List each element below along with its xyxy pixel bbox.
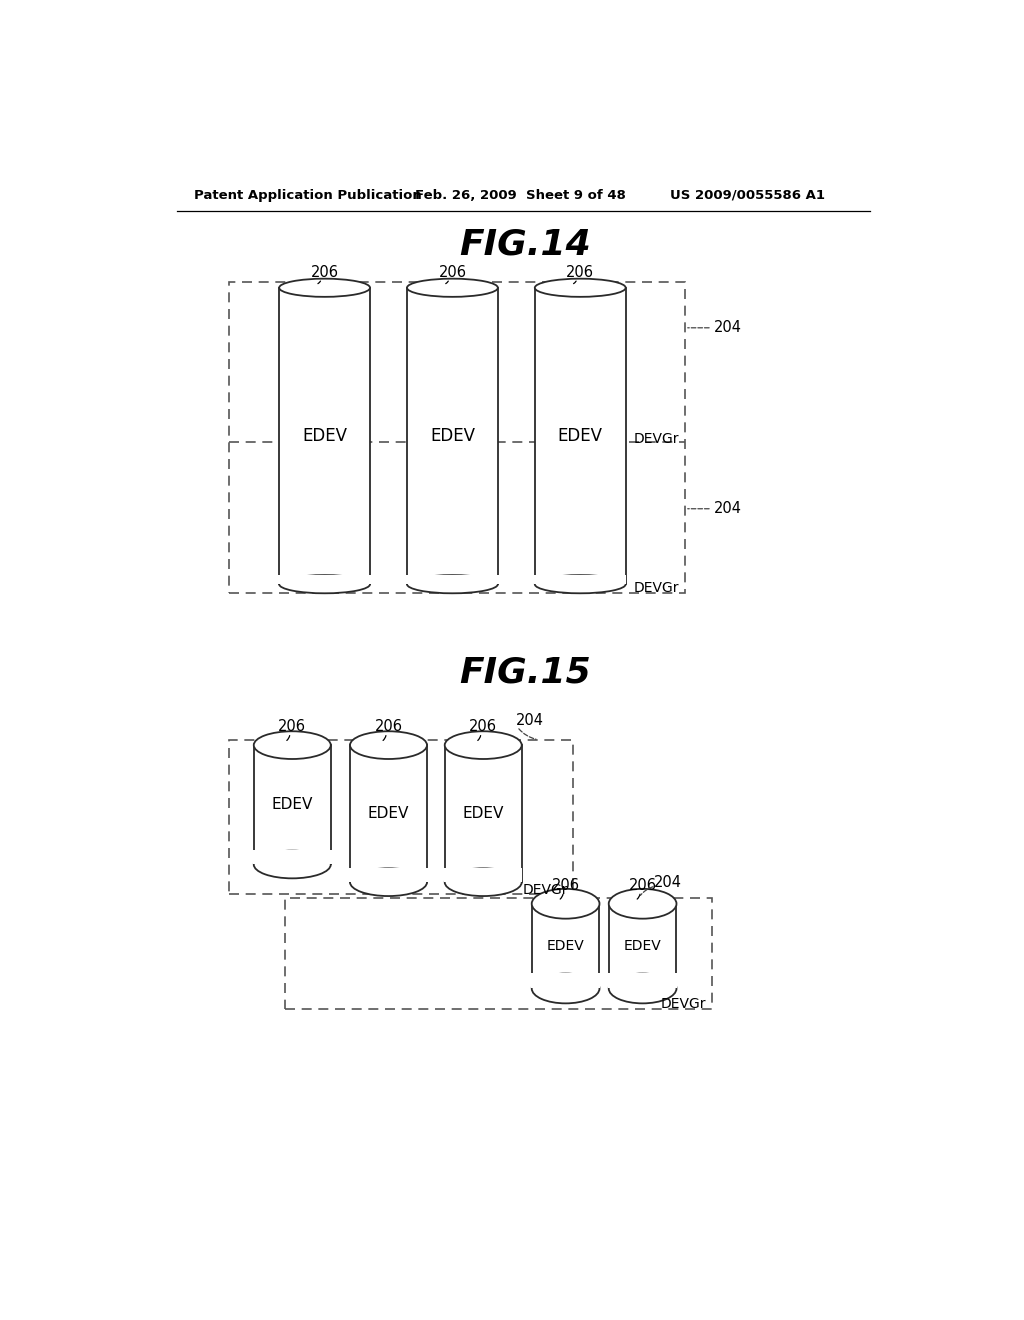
Text: EDEV: EDEV bbox=[547, 939, 585, 953]
Ellipse shape bbox=[254, 731, 331, 759]
Text: 204: 204 bbox=[515, 713, 544, 729]
Bar bbox=[285, 898, 712, 1010]
Text: Patent Application Publication: Patent Application Publication bbox=[194, 189, 422, 202]
Ellipse shape bbox=[407, 279, 498, 297]
Bar bbox=[535, 574, 627, 585]
Text: 206: 206 bbox=[552, 878, 580, 892]
Bar bbox=[608, 904, 677, 989]
Bar bbox=[229, 281, 685, 594]
Text: 206: 206 bbox=[310, 265, 339, 280]
Bar bbox=[254, 744, 331, 865]
Text: DEVGr: DEVGr bbox=[633, 432, 679, 446]
Ellipse shape bbox=[608, 974, 677, 1003]
Ellipse shape bbox=[444, 869, 521, 896]
Text: 206: 206 bbox=[438, 265, 466, 280]
Ellipse shape bbox=[350, 731, 427, 759]
Text: DEVGr: DEVGr bbox=[633, 581, 679, 595]
Text: 206: 206 bbox=[375, 719, 402, 734]
Bar bbox=[444, 869, 522, 882]
Text: EDEV: EDEV bbox=[624, 939, 662, 953]
Text: 206: 206 bbox=[469, 719, 498, 734]
Bar bbox=[444, 744, 521, 882]
Bar bbox=[608, 973, 677, 989]
Ellipse shape bbox=[608, 888, 677, 919]
Bar bbox=[531, 904, 599, 989]
Ellipse shape bbox=[531, 974, 599, 1003]
Ellipse shape bbox=[280, 279, 370, 297]
Ellipse shape bbox=[350, 869, 427, 896]
Ellipse shape bbox=[535, 279, 626, 297]
Bar bbox=[280, 288, 370, 585]
Ellipse shape bbox=[531, 888, 599, 919]
Text: 206: 206 bbox=[566, 265, 594, 280]
Text: US 2009/0055586 A1: US 2009/0055586 A1 bbox=[670, 189, 824, 202]
Text: EDEV: EDEV bbox=[368, 807, 410, 821]
Text: EDEV: EDEV bbox=[463, 807, 504, 821]
Ellipse shape bbox=[535, 576, 626, 593]
Bar bbox=[229, 739, 573, 894]
Text: DEVGr: DEVGr bbox=[662, 997, 707, 1011]
Text: FIG.15: FIG.15 bbox=[459, 656, 591, 690]
Text: EDEV: EDEV bbox=[558, 426, 603, 445]
Text: Feb. 26, 2009  Sheet 9 of 48: Feb. 26, 2009 Sheet 9 of 48 bbox=[416, 189, 627, 202]
Ellipse shape bbox=[254, 850, 331, 878]
Bar bbox=[531, 973, 600, 989]
Bar bbox=[407, 288, 498, 585]
Text: DEVGr: DEVGr bbox=[522, 883, 568, 896]
Bar bbox=[350, 744, 427, 882]
Bar bbox=[535, 288, 626, 585]
Bar bbox=[407, 574, 499, 585]
Text: 204: 204 bbox=[714, 502, 741, 516]
Text: 204: 204 bbox=[714, 321, 741, 335]
Text: EDEV: EDEV bbox=[430, 426, 475, 445]
Text: FIG.14: FIG.14 bbox=[459, 227, 591, 261]
Bar bbox=[349, 869, 428, 882]
Text: 204: 204 bbox=[654, 875, 682, 890]
Bar bbox=[279, 574, 371, 585]
Bar bbox=[253, 850, 332, 865]
Text: EDEV: EDEV bbox=[302, 426, 347, 445]
Ellipse shape bbox=[407, 576, 498, 593]
Ellipse shape bbox=[280, 576, 370, 593]
Ellipse shape bbox=[444, 731, 521, 759]
Text: 206: 206 bbox=[279, 719, 306, 734]
Text: EDEV: EDEV bbox=[271, 797, 313, 812]
Text: 206: 206 bbox=[629, 878, 656, 892]
